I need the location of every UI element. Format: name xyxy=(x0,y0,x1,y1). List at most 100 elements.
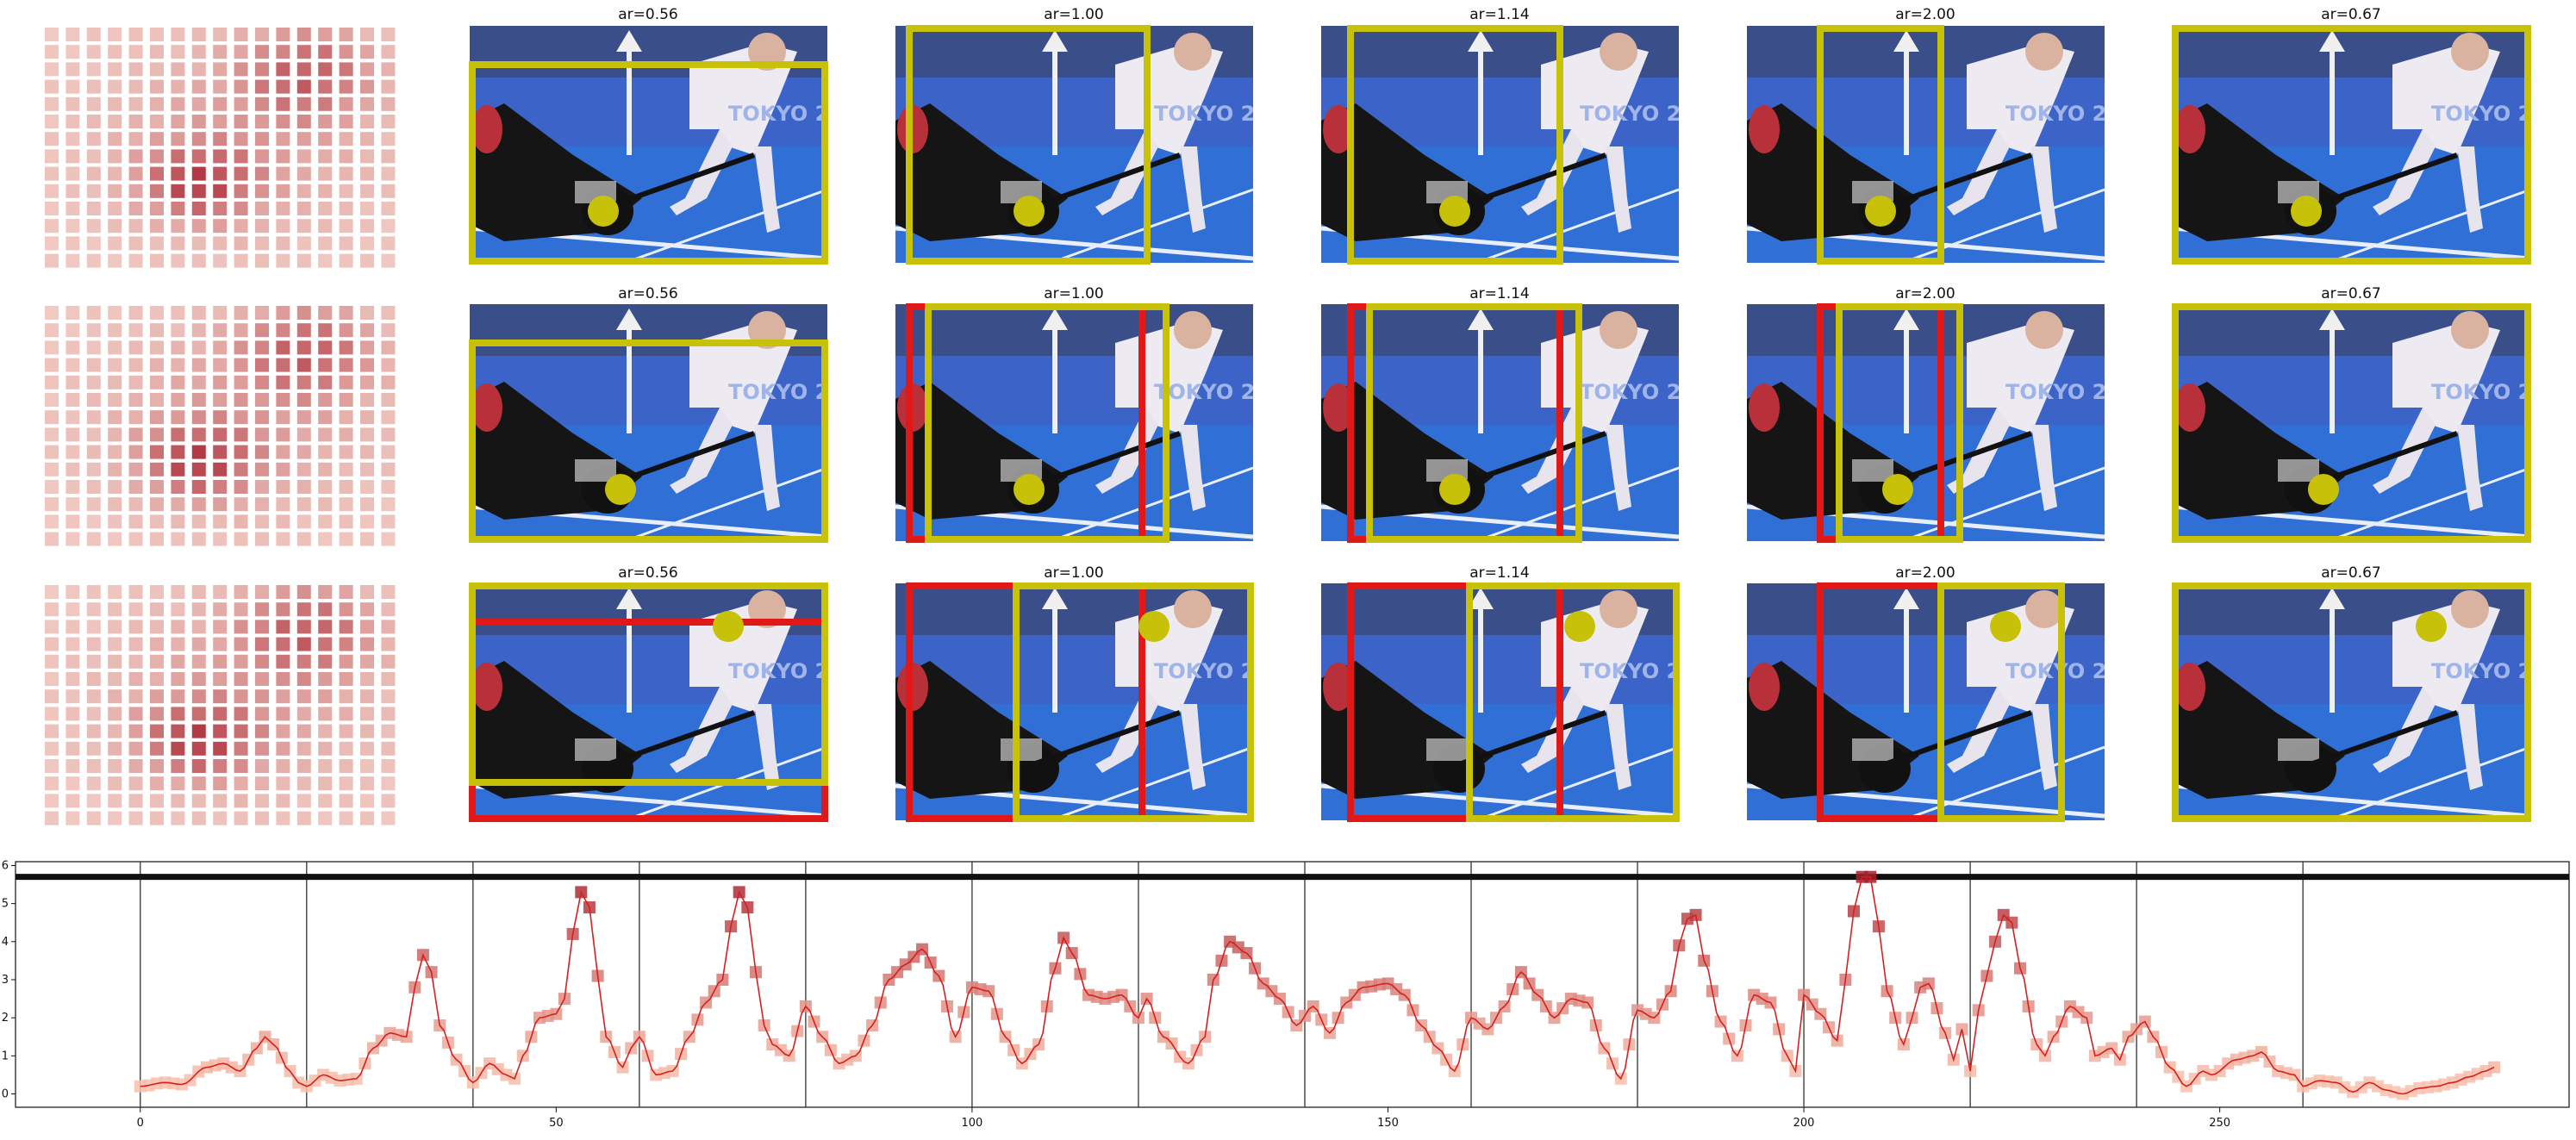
crop-panel xyxy=(1747,304,2121,541)
heatmap-cell xyxy=(191,602,206,617)
heatmap-cell xyxy=(296,689,311,704)
heatmap-cell xyxy=(150,393,164,407)
heatmap-cell xyxy=(339,28,353,41)
heatmap-cell xyxy=(191,45,206,59)
heatmap-cell xyxy=(296,375,311,389)
heatmap-cell xyxy=(360,654,374,669)
heatmap-cell xyxy=(108,132,122,146)
heatmap-cell xyxy=(234,79,248,94)
heatmap-cell xyxy=(171,97,185,111)
heatmap-cell xyxy=(234,253,248,268)
heatmap-cell xyxy=(171,497,185,512)
heatmap-cell xyxy=(213,514,228,529)
series-path xyxy=(140,875,2495,1095)
x-tick-label: 250 xyxy=(2209,1117,2230,1130)
heatmap-cell xyxy=(65,236,80,251)
heatmap-cell xyxy=(339,184,353,198)
heatmap-cell xyxy=(108,532,122,546)
heatmap-cell xyxy=(381,707,396,721)
heatmap-cell xyxy=(108,79,122,94)
heatmap-cell xyxy=(65,654,80,669)
heatmap-cell xyxy=(65,62,80,77)
heatmap-cell xyxy=(45,532,59,546)
heatmap-cell xyxy=(45,741,59,756)
heatmap-cell xyxy=(318,514,333,529)
heatmap-cell xyxy=(150,637,164,651)
heatmap-cell xyxy=(318,602,333,617)
heatmap-cell xyxy=(213,462,228,477)
heatmap-cell xyxy=(150,62,164,77)
heatmap-cell xyxy=(45,358,59,372)
heatmap-cell xyxy=(86,585,101,599)
heatmap-cell xyxy=(108,672,122,686)
heatmap-cell xyxy=(171,236,185,251)
heatmap-cell xyxy=(171,79,185,94)
heatmap-cell xyxy=(255,620,269,634)
heatmap-cell xyxy=(213,115,228,128)
heatmap-cell xyxy=(150,724,164,738)
heatmap-cell xyxy=(381,132,396,146)
heatmap-cell xyxy=(296,532,311,546)
heatmap-cell xyxy=(276,741,290,756)
heatmap-cell xyxy=(339,115,353,128)
heatmap-cell xyxy=(171,358,185,372)
heatmap-cell xyxy=(255,358,269,372)
heatmap-cell xyxy=(171,794,185,808)
heatmap-cell xyxy=(255,427,269,442)
heatmap-cell xyxy=(234,654,248,669)
heatmap-cell xyxy=(381,672,396,686)
heatmap-cell xyxy=(191,149,206,164)
heatmap-cell xyxy=(45,62,59,77)
heatmap-cell xyxy=(234,115,248,128)
heatmap-cell xyxy=(150,323,164,338)
heatmap-cell xyxy=(276,62,290,77)
heatmap-cell xyxy=(86,375,101,389)
heatmap-cell xyxy=(318,707,333,721)
heatmap-cell xyxy=(171,654,185,669)
heatmap-cell xyxy=(318,132,333,146)
heatmap-cell xyxy=(339,497,353,512)
heatmap-cell xyxy=(318,79,333,94)
heatmap-cell xyxy=(191,253,206,268)
heatmap-cell xyxy=(276,132,290,146)
crop-panel xyxy=(1321,26,1695,263)
heatmap-cell xyxy=(234,602,248,617)
heatmap-cell xyxy=(360,132,374,146)
heatmap-cell xyxy=(381,358,396,372)
heatmap-cell xyxy=(108,375,122,389)
heatmap-cell xyxy=(234,811,248,825)
heatmap-cell xyxy=(255,585,269,599)
heatmap-cell xyxy=(381,202,396,215)
heatmap-cell xyxy=(381,689,396,704)
heatmap-cell xyxy=(381,514,396,529)
heatmap-cell xyxy=(296,97,311,111)
heatmap-cell xyxy=(234,724,248,738)
heatmap-cell xyxy=(108,306,122,320)
heatmap-cell xyxy=(45,462,59,477)
heatmap-cell xyxy=(191,306,206,320)
heatmap-cell xyxy=(255,707,269,721)
heatmap-cell xyxy=(213,410,228,425)
heatmap-cell xyxy=(234,689,248,704)
heatmap-cell xyxy=(360,375,374,389)
heatmap-cell xyxy=(191,497,206,512)
heatmap-cell xyxy=(381,393,396,407)
heatmap-cell xyxy=(296,166,311,181)
heatmap-cell xyxy=(296,620,311,634)
heatmap-cell xyxy=(234,97,248,111)
heatmap-cell xyxy=(65,115,80,128)
heatmap-cell xyxy=(381,97,396,111)
heatmap-cell xyxy=(86,672,101,686)
heatmap-cell xyxy=(45,306,59,320)
crop-panel xyxy=(470,304,844,541)
heatmap-cell xyxy=(255,759,269,773)
heatmap-cell xyxy=(191,236,206,251)
panel-titles: ar=0.56 ar=1.00 ar=1.14 ar=2.00 ar=0.67 … xyxy=(618,6,2381,582)
heatmap-cell xyxy=(276,184,290,198)
heatmap-cell xyxy=(339,602,353,617)
heatmap-cell xyxy=(65,602,80,617)
heatmap-cell xyxy=(339,323,353,338)
heatmap-cell xyxy=(213,672,228,686)
heatmap-cell xyxy=(150,28,164,41)
heatmap-cell xyxy=(128,132,143,146)
